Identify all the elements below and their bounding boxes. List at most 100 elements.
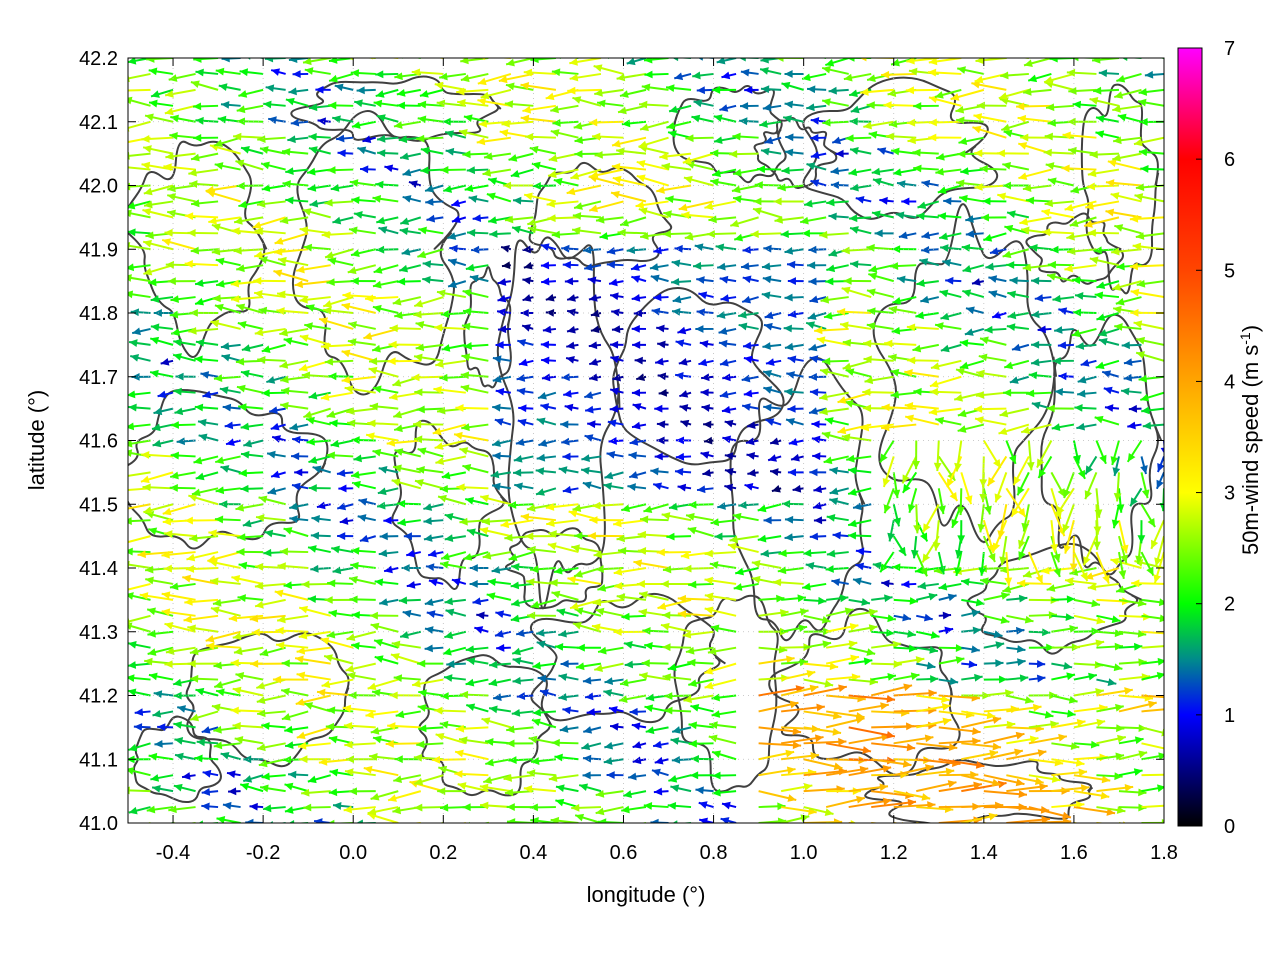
wind-vector-head <box>108 277 116 285</box>
wind-vector-head <box>733 168 742 177</box>
wind-vector-head <box>349 576 358 584</box>
wind-vector-head <box>173 783 183 792</box>
wind-vector-head <box>913 102 922 110</box>
wind-vector-head <box>678 357 688 366</box>
wind-vector-head <box>416 405 425 414</box>
wind-vector-head <box>440 166 449 174</box>
wind-vector-head <box>859 58 867 62</box>
wind-vector-head <box>1031 401 1041 410</box>
wind-vector-head <box>906 58 915 65</box>
wind-vector-head <box>237 594 246 602</box>
wind-vector-head <box>522 276 532 285</box>
wind-vector-head <box>128 617 131 626</box>
wind-vector-head <box>1117 734 1126 743</box>
wind-vector-head <box>975 761 985 769</box>
wind-vector-head <box>348 226 358 235</box>
wind-vector-head <box>288 820 295 823</box>
wind-vector-head <box>441 344 451 352</box>
wind-vector-head <box>1072 100 1082 109</box>
wind-vector-shaft <box>983 822 989 823</box>
wind-vector-head <box>487 578 497 586</box>
wind-vector-head <box>128 228 136 237</box>
wind-vector-head <box>1041 566 1050 575</box>
wind-vector-head <box>420 166 429 175</box>
wind-vector-head <box>268 116 277 125</box>
wind-vector-head <box>855 562 865 571</box>
wind-vector-head <box>784 342 794 351</box>
wind-vector-head <box>884 594 893 603</box>
wind-vector-head <box>694 243 704 252</box>
wind-vector-head <box>167 277 176 286</box>
wind-vector-head <box>350 277 359 285</box>
wind-vector-head <box>999 675 1008 684</box>
wind-vector-head <box>959 194 968 203</box>
wind-vector-head <box>213 741 223 750</box>
wind-vector-head <box>650 467 659 476</box>
wind-vector-head <box>572 96 582 104</box>
wind-vector-head <box>480 801 489 810</box>
wind-vector-head <box>924 824 933 832</box>
wind-vector-head <box>687 526 697 535</box>
wind-vector-head <box>173 721 183 729</box>
wind-vector-head <box>739 58 746 62</box>
wind-vector-head <box>1050 544 1059 553</box>
wind-vector-head <box>711 710 721 718</box>
wind-vector-head <box>606 260 616 269</box>
wind-vector-head <box>787 404 796 413</box>
wind-vector-head <box>465 645 475 654</box>
wind-vector-head <box>190 80 200 89</box>
wind-vector-head <box>296 646 306 655</box>
wind-vector-head <box>1046 643 1055 652</box>
wind-vector-head <box>119 486 127 494</box>
colorbar-tick-label: 0 <box>1224 816 1235 838</box>
wind-vector-head <box>511 599 520 607</box>
wind-vector-head <box>597 584 607 592</box>
wind-vector-head <box>235 671 245 680</box>
wind-vector-head <box>558 693 567 701</box>
wind-vector-head <box>495 341 504 349</box>
wind-vector-head <box>499 129 509 137</box>
wind-vector-head <box>669 105 678 114</box>
wind-vector-head <box>674 467 684 476</box>
wind-vector-head <box>825 565 834 573</box>
wind-vector-head <box>417 704 427 712</box>
wind-vector-head <box>289 423 299 431</box>
wind-vector-shaft <box>128 775 129 777</box>
wind-vector-head <box>640 232 649 240</box>
wind-vector-head <box>639 672 648 680</box>
wind-vector-head <box>985 262 994 271</box>
wind-vector-head <box>1007 210 1016 219</box>
wind-vector-head <box>956 116 965 125</box>
wind-vector-head <box>253 276 262 285</box>
wind-vector-head <box>778 549 787 558</box>
contour-line <box>290 75 502 142</box>
wind-vector-head <box>699 340 709 348</box>
wind-vector-head <box>243 775 253 783</box>
wind-vector-head <box>619 90 629 98</box>
wind-vector-head <box>829 662 839 671</box>
wind-vector-head <box>787 355 797 364</box>
wind-vector-head <box>1041 208 1051 217</box>
wind-vector-head <box>977 523 986 533</box>
contour-line <box>612 286 785 466</box>
wind-vector-head <box>1094 509 1103 518</box>
wind-vector-head <box>292 435 301 444</box>
wind-vector-head <box>388 794 397 802</box>
wind-vector-head <box>1058 733 1067 742</box>
wind-vector-head <box>613 628 622 636</box>
wind-vector-head <box>636 160 646 168</box>
wind-vector-shaft <box>128 276 151 283</box>
wind-vector-head <box>785 133 794 142</box>
wind-vector-head <box>696 86 705 95</box>
wind-vector-head <box>1156 671 1164 680</box>
wind-vector-head <box>291 482 301 491</box>
wind-vector-head <box>128 767 135 775</box>
wind-vector-head <box>283 581 292 590</box>
wind-vector-head <box>174 737 184 745</box>
wind-vector-head <box>945 276 954 285</box>
wind-vector-head <box>1110 456 1119 466</box>
wind-vector-head <box>929 380 939 388</box>
wind-vector-head <box>169 310 179 319</box>
wind-vector-head <box>965 215 974 223</box>
wind-vector-head <box>936 152 945 161</box>
